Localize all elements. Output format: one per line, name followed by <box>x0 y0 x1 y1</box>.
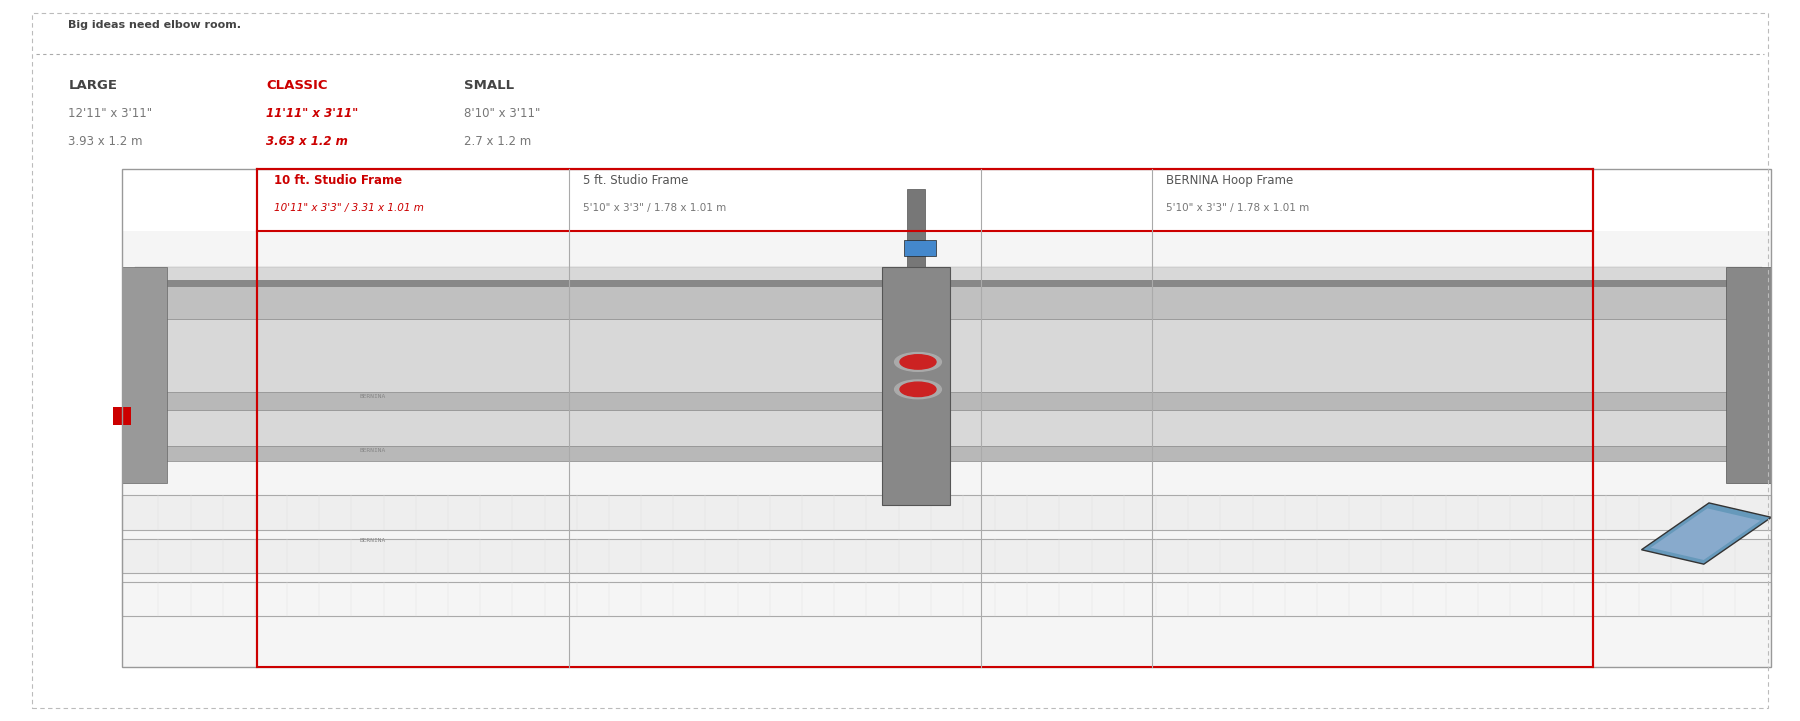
Text: 10'11" x 3'3" / 3.31 x 1.01 m: 10'11" x 3'3" / 3.31 x 1.01 m <box>274 203 423 213</box>
Bar <box>907 189 925 275</box>
Text: LARGE: LARGE <box>68 79 117 92</box>
Bar <box>122 392 1771 410</box>
Bar <box>122 446 1771 461</box>
Text: SMALL: SMALL <box>464 79 515 92</box>
Text: Big ideas need elbow room.: Big ideas need elbow room. <box>68 20 241 30</box>
Bar <box>122 280 1771 287</box>
Text: 10 ft. Studio Frame: 10 ft. Studio Frame <box>274 174 401 187</box>
Circle shape <box>900 355 936 369</box>
Text: BERNINA: BERNINA <box>360 394 387 399</box>
Text: 12'11" x 3'11": 12'11" x 3'11" <box>68 107 153 120</box>
Bar <box>122 267 167 483</box>
Bar <box>1726 267 1771 483</box>
Circle shape <box>895 380 941 399</box>
Bar <box>135 267 1762 447</box>
Bar <box>257 169 1593 667</box>
Text: 2.7 x 1.2 m: 2.7 x 1.2 m <box>464 135 531 148</box>
Bar <box>1651 508 1760 560</box>
Bar <box>122 169 1771 667</box>
Circle shape <box>900 382 936 397</box>
Bar <box>1642 503 1771 564</box>
Text: 5'10" x 3'3" / 1.78 x 1.01 m: 5'10" x 3'3" / 1.78 x 1.01 m <box>583 203 727 213</box>
Circle shape <box>895 353 941 371</box>
Bar <box>122 231 1771 667</box>
Text: 5'10" x 3'3" / 1.78 x 1.01 m: 5'10" x 3'3" / 1.78 x 1.01 m <box>1166 203 1310 213</box>
Bar <box>122 582 1771 616</box>
Text: 3.63 x 1.2 m: 3.63 x 1.2 m <box>266 135 347 148</box>
Text: 5 ft. Studio Frame: 5 ft. Studio Frame <box>583 174 689 187</box>
Text: CLASSIC: CLASSIC <box>266 79 328 92</box>
Text: BERNINA: BERNINA <box>360 539 387 543</box>
Bar <box>122 539 1771 573</box>
Text: 11'11" x 3'11": 11'11" x 3'11" <box>266 107 358 120</box>
Bar <box>122 495 1771 530</box>
Bar <box>904 240 936 256</box>
Bar <box>882 267 950 505</box>
Text: 8'10" x 3'11": 8'10" x 3'11" <box>464 107 540 120</box>
Text: 3.93 x 1.2 m: 3.93 x 1.2 m <box>68 135 142 148</box>
Text: BERNINA: BERNINA <box>360 448 387 453</box>
Text: BERNINA Hoop Frame: BERNINA Hoop Frame <box>1166 174 1294 187</box>
Bar <box>113 407 131 425</box>
Bar <box>122 280 1771 319</box>
